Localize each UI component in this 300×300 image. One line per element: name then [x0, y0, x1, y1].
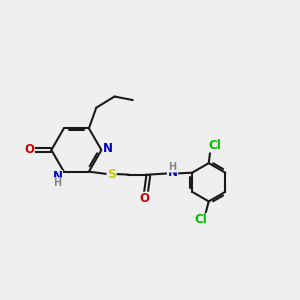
Text: H: H [169, 162, 177, 172]
Text: N: N [103, 142, 113, 155]
Text: N: N [52, 170, 62, 184]
Text: H: H [53, 178, 62, 188]
Text: O: O [24, 143, 34, 157]
Text: Cl: Cl [209, 139, 222, 152]
Text: Cl: Cl [194, 214, 207, 226]
Text: O: O [140, 192, 150, 205]
Text: S: S [107, 167, 116, 181]
Text: N: N [167, 167, 178, 179]
